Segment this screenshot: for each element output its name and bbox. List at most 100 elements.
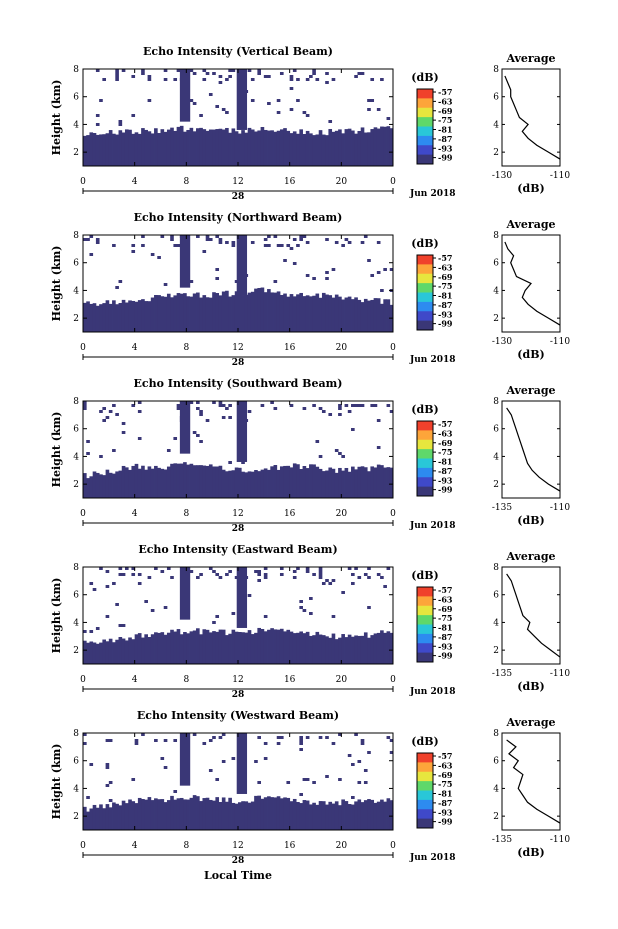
heatmap-column bbox=[318, 297, 323, 332]
heatmap-cell bbox=[263, 742, 268, 745]
heatmap-column bbox=[309, 133, 313, 166]
heatmap-column bbox=[221, 129, 226, 166]
heatmap-column bbox=[144, 301, 148, 332]
heatmap-cell bbox=[231, 757, 236, 760]
heatmap-column bbox=[331, 633, 336, 664]
heatmap-cell bbox=[292, 238, 297, 241]
heatmap-cell bbox=[105, 570, 110, 573]
heatmap-column bbox=[212, 466, 216, 498]
heatmap-cell bbox=[160, 235, 165, 238]
heatmap-cell bbox=[299, 736, 303, 739]
heatmap-column bbox=[360, 635, 365, 664]
heatmap-column bbox=[199, 801, 203, 830]
heatmap-cell bbox=[276, 742, 281, 745]
heatmap-echo-column bbox=[179, 69, 191, 122]
heatmap-column bbox=[273, 131, 278, 166]
heatmap-cell bbox=[292, 570, 297, 573]
colorbar-swatch bbox=[417, 98, 433, 109]
heatmap-cell bbox=[312, 277, 316, 280]
average-x-tick-label: -130 bbox=[492, 171, 512, 181]
heatmap-cell bbox=[247, 69, 252, 72]
heatmap-column bbox=[389, 632, 394, 664]
heatmap-column bbox=[231, 629, 236, 664]
heatmap-cell bbox=[325, 271, 329, 274]
heatmap-column bbox=[241, 801, 245, 830]
heatmap-cell bbox=[163, 606, 168, 609]
heatmap-column bbox=[247, 471, 252, 498]
heatmap-column bbox=[325, 294, 329, 332]
heatmap-cell bbox=[360, 404, 365, 407]
x-tick-label: 12 bbox=[232, 841, 243, 851]
heatmap-column bbox=[257, 627, 262, 664]
heatmap-cell bbox=[118, 123, 123, 126]
heatmap-cell bbox=[334, 241, 339, 244]
heatmap-column bbox=[292, 131, 297, 166]
heatmap-cell bbox=[302, 778, 307, 781]
heatmap-cell bbox=[118, 624, 123, 627]
heatmap-cell bbox=[325, 579, 329, 582]
heatmap-column bbox=[351, 804, 355, 830]
heatmap-column bbox=[234, 131, 239, 166]
heatmap-column bbox=[205, 465, 210, 498]
heatmap-column bbox=[118, 470, 123, 498]
heatmap-column bbox=[315, 804, 320, 830]
heatmap-cell bbox=[341, 244, 345, 247]
heatmap-cell bbox=[163, 69, 168, 72]
heatmap-column bbox=[170, 297, 174, 332]
heatmap-column bbox=[208, 464, 213, 498]
heatmap-cell bbox=[250, 99, 255, 102]
average-y-tick-label: 6 bbox=[493, 757, 499, 767]
heatmap-column bbox=[367, 471, 371, 498]
average-x-tick-label: -135 bbox=[492, 669, 512, 679]
heatmap-column bbox=[95, 305, 100, 332]
colorbar-swatch bbox=[417, 771, 433, 782]
heatmap-column bbox=[137, 300, 142, 332]
heatmap-column bbox=[173, 463, 178, 498]
heatmap-column bbox=[157, 632, 161, 664]
heatmap-column bbox=[86, 811, 90, 830]
colorbar-swatch bbox=[417, 652, 433, 663]
heatmap-column bbox=[208, 129, 213, 166]
heatmap-column bbox=[263, 468, 268, 498]
colorbar-tick-label: -75 bbox=[438, 779, 452, 789]
heatmap-column bbox=[176, 463, 181, 498]
heatmap-cell bbox=[344, 404, 349, 407]
heatmap-column bbox=[228, 797, 232, 830]
heatmap-column bbox=[380, 799, 384, 830]
colorbar-tick-label: -87 bbox=[438, 134, 452, 144]
heatmap-column bbox=[134, 132, 139, 166]
heatmap-cell bbox=[147, 75, 152, 78]
heatmap-cell bbox=[137, 437, 142, 440]
heatmap-column bbox=[225, 635, 229, 664]
heatmap-column bbox=[302, 633, 307, 664]
heatmap-cell bbox=[218, 736, 223, 739]
heatmap-cell bbox=[231, 241, 236, 244]
heatmap-column bbox=[147, 637, 152, 664]
heatmap-column bbox=[218, 128, 223, 166]
y-tick-label: 8 bbox=[73, 563, 79, 573]
heatmap-column bbox=[331, 297, 336, 332]
heatmap-column bbox=[376, 464, 381, 498]
heatmap-column bbox=[321, 292, 326, 332]
average-title: Average bbox=[505, 716, 555, 729]
heatmap-cell bbox=[270, 401, 274, 404]
heatmap-cell bbox=[228, 75, 232, 78]
heatmap-column bbox=[328, 295, 333, 332]
heatmap-column bbox=[347, 296, 352, 332]
heatmap-column bbox=[218, 465, 223, 498]
heatmap-cell bbox=[292, 576, 297, 579]
heatmap-cell bbox=[105, 766, 110, 769]
heatmap-cell bbox=[360, 739, 365, 742]
x-tick-label: 8 bbox=[183, 509, 189, 519]
average-y-tick-label: 8 bbox=[493, 65, 499, 75]
y-tick-label: 2 bbox=[73, 314, 79, 324]
heatmap-cell bbox=[276, 99, 281, 102]
heatmap-column bbox=[199, 634, 203, 664]
x-tick-label: 4 bbox=[132, 509, 138, 519]
heatmap-column bbox=[118, 303, 123, 332]
heatmap-cell bbox=[228, 416, 232, 419]
heatmap-cell bbox=[199, 573, 203, 576]
heatmap-column bbox=[108, 303, 113, 332]
heatmap-cell bbox=[118, 567, 123, 570]
heatmap-cell bbox=[263, 573, 268, 576]
